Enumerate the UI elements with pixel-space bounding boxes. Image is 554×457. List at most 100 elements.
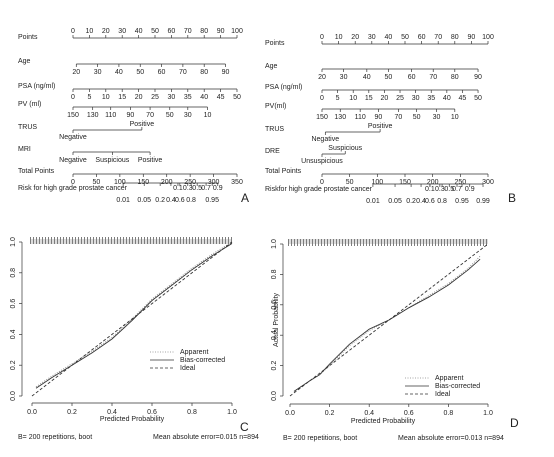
tick-label: 50 (413, 114, 421, 121)
tick-label: 150 (399, 179, 411, 186)
tick-label: 0.4 (416, 198, 426, 205)
tick-label: 70 (429, 74, 437, 81)
panel-letter: C (240, 420, 249, 434)
tick-label: 10 (335, 34, 343, 41)
tick-label: 35 (184, 94, 192, 101)
tick-label: 30 (340, 74, 348, 81)
x-tick-label: 0.6 (147, 409, 157, 416)
tick-label: 25 (151, 94, 159, 101)
tick-label: 30 (412, 95, 420, 102)
tick-label: 5 (87, 94, 91, 101)
scale-label: Points (18, 34, 38, 41)
tick-label: 30 (368, 34, 376, 41)
tick-label: 0 (320, 34, 324, 41)
x-tick-label: 0.2 (325, 410, 335, 417)
footnote: B= 200 repetitions, boot (18, 434, 92, 441)
tick-label: 0 (71, 94, 75, 101)
x-tick-label: 1.0 (483, 410, 493, 417)
scale-label: PSA (ng/ml) (18, 83, 55, 90)
tick-label: 90 (127, 112, 135, 119)
x-tick-label: 0.0 (27, 409, 37, 416)
calibration-line (31, 241, 233, 397)
tick-label: 0.05 (137, 197, 151, 204)
x-tick-label: 0.6 (404, 410, 414, 417)
tick-label: 45 (459, 95, 467, 102)
tick-label: 0.95 (205, 197, 219, 204)
tick-label: 50 (233, 94, 241, 101)
legend-label: Apparent (180, 349, 208, 356)
tick-label: 30 (168, 94, 176, 101)
tick-label: 130 (87, 112, 99, 119)
tick-label: 10 (86, 28, 94, 35)
tick-label: 20 (318, 74, 326, 81)
tick-label: 250 (184, 179, 196, 186)
x-tick-label: 1.0 (227, 409, 237, 416)
tick-label: Unsuspicious (301, 158, 343, 165)
tick-label: 15 (118, 94, 126, 101)
tick-label: 40 (443, 95, 451, 102)
tick-label: 20 (381, 95, 389, 102)
x-axis-title: Predicted Probability (351, 418, 416, 425)
tick-label: Suspicious (328, 145, 362, 152)
tick-label: 90 (222, 69, 230, 76)
tick-label: Negative (59, 157, 87, 164)
tick-label: 0.1 (173, 185, 183, 192)
tick-label: 0 (71, 28, 75, 35)
tick-label: 70 (394, 114, 402, 121)
tick-label: 150 (67, 112, 79, 119)
error-note: Mean absolute error=0.015 n=894 (153, 434, 259, 441)
tick-label: 90 (217, 28, 225, 35)
tick-label: 110 (105, 112, 116, 119)
tick-label: 0.01 (116, 197, 130, 204)
scale-label: PSA (ng/ml) (265, 84, 302, 91)
legend-label: Ideal (180, 365, 196, 372)
tick-label: 5 (336, 95, 340, 102)
x-tick-label: 0.4 (364, 410, 374, 417)
tick-label: 0.8 (186, 197, 196, 204)
y-tick-label: 0.6 (10, 299, 17, 309)
scale-label: DRE (265, 148, 280, 155)
tick-label: 90 (468, 34, 476, 41)
tick-label: 0.05 (388, 198, 402, 205)
tick-label: 0.2 (406, 198, 416, 205)
y-tick-label: 0.4 (10, 329, 17, 339)
tick-label: 40 (200, 94, 208, 101)
tick-label: 60 (158, 69, 166, 76)
tick-label: 0.2 (155, 197, 165, 204)
tick-label: 30 (184, 112, 192, 119)
tick-label: 0.5 (444, 186, 454, 193)
scale-label: Age (18, 58, 31, 65)
tick-label: 0.99 (476, 198, 490, 205)
tick-label: 0.7 (452, 186, 462, 193)
calibration-line (35, 243, 233, 389)
tick-label: 0 (71, 179, 75, 186)
panel-letter: A (241, 191, 249, 205)
tick-label: 100 (114, 179, 126, 186)
tick-label: 35 (427, 95, 435, 102)
tick-label: 25 (396, 95, 404, 102)
tick-label: 60 (168, 28, 176, 35)
y-tick-label: 0.8 (10, 268, 17, 278)
tick-label: 250 (454, 179, 466, 186)
scale-label: PV(ml) (265, 103, 286, 110)
scale-label: Total Points (265, 168, 302, 175)
tick-label: 200 (161, 179, 173, 186)
y-tick-label: 0.6 (271, 300, 278, 310)
tick-label: 150 (137, 179, 149, 186)
tick-label: 80 (451, 34, 459, 41)
tick-label: 0.1 (425, 186, 435, 193)
tick-label: 100 (231, 28, 243, 35)
tick-label: 150 (316, 114, 328, 121)
tick-label: 0.5 (192, 185, 202, 192)
calibration-line (289, 243, 489, 397)
y-tick-label: 0.2 (271, 361, 278, 371)
scale-label: Riskfor high grade prostate cancer (265, 186, 373, 193)
x-axis-title: Predicted Probability (100, 416, 165, 423)
tick-label: 40 (363, 74, 371, 81)
tick-label: 50 (474, 95, 482, 102)
calibration-line (35, 241, 233, 388)
tick-label: 40 (135, 28, 143, 35)
tick-label: 300 (208, 179, 220, 186)
footnote: B= 200 repetitions, boot (283, 435, 357, 442)
tick-label: 0.8 (437, 198, 447, 205)
